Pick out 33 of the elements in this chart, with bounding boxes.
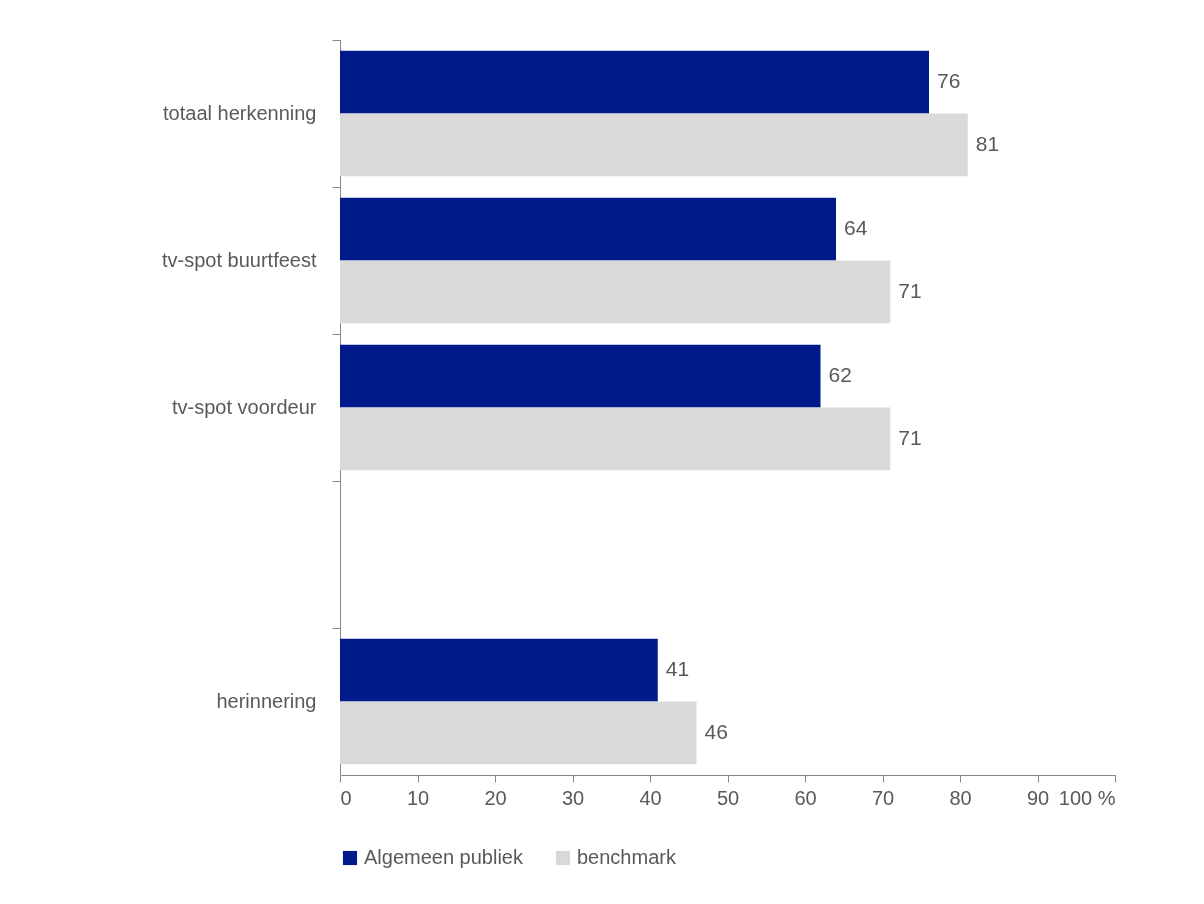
- data-label: 41: [665, 657, 690, 681]
- legend-label: benchmark: [577, 846, 677, 868]
- x-tick-label: 30: [561, 786, 585, 809]
- data-label: 62: [828, 363, 852, 387]
- x-tick-label: 20: [484, 786, 507, 809]
- legend-label: Algemeen publiek: [364, 846, 524, 868]
- x-tick-label: 90: [1026, 786, 1050, 809]
- x-tick-label: 50: [716, 786, 740, 809]
- x-tick-label: 40: [639, 786, 662, 809]
- bar: [340, 638, 658, 702]
- bar: [340, 50, 929, 114]
- y-tick-label: tv-spot buurtfeest: [161, 248, 317, 271]
- bar: [340, 701, 697, 765]
- x-tick-label: 60: [794, 786, 817, 809]
- y-tick-label: tv-spot voordeur: [171, 395, 317, 418]
- data-label: 71: [898, 278, 922, 302]
- bar: [340, 197, 836, 261]
- x-tick-label: 80: [949, 786, 972, 809]
- bar: [340, 344, 821, 408]
- data-label: 76: [937, 69, 961, 93]
- y-tick-label: herinnering: [216, 689, 317, 712]
- data-label: 46: [704, 719, 728, 743]
- x-tick-label: 100 %: [1058, 786, 1116, 809]
- data-label: 64: [844, 216, 868, 240]
- data-label: 81: [975, 131, 1000, 155]
- y-tick-label: totaal herkenning: [163, 101, 317, 124]
- x-tick-label: 10: [406, 786, 430, 809]
- bar: [340, 260, 891, 324]
- x-tick-label: 70: [871, 786, 895, 809]
- data-label: 71: [898, 425, 922, 449]
- bar: [340, 407, 891, 471]
- bar: [340, 113, 968, 177]
- x-tick-label: 0: [340, 786, 352, 809]
